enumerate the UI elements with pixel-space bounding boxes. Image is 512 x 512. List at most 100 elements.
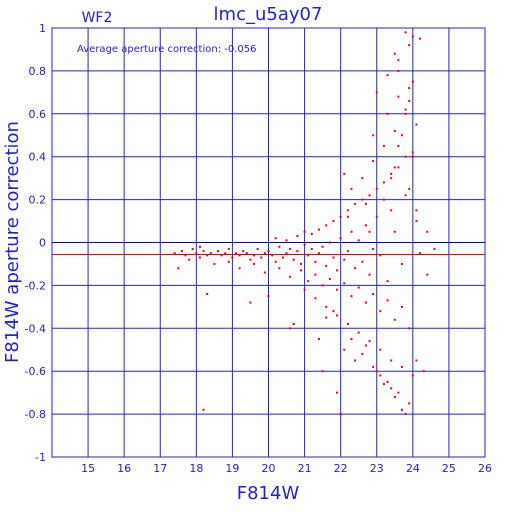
data-point	[318, 228, 321, 231]
data-point	[310, 232, 313, 235]
data-point	[361, 198, 364, 201]
data-point	[198, 245, 201, 248]
data-point	[419, 37, 422, 40]
data-point	[368, 230, 371, 233]
data-point	[364, 344, 367, 347]
data-point	[361, 353, 364, 356]
data-point	[390, 359, 393, 362]
data-point	[426, 273, 429, 276]
data-point	[357, 286, 360, 289]
data-point	[390, 209, 393, 212]
data-point	[231, 256, 234, 259]
data-point	[393, 318, 396, 321]
data-point	[267, 250, 270, 253]
x-tick-labels: 15 16 17 18 19 20 21 22 23 24 25 26	[81, 462, 492, 475]
data-point	[368, 194, 371, 197]
y-tick-label: 1	[39, 22, 46, 35]
data-point	[411, 35, 414, 38]
data-point	[325, 305, 328, 308]
data-point	[253, 254, 256, 257]
data-point	[379, 348, 382, 351]
data-point	[390, 177, 393, 180]
data-point	[336, 288, 339, 291]
data-point	[393, 52, 396, 55]
data-point	[354, 359, 357, 362]
data-point	[393, 166, 396, 169]
data-point	[271, 254, 274, 257]
data-point	[328, 277, 331, 280]
data-point	[202, 408, 205, 411]
data-point	[375, 91, 378, 94]
data-point	[408, 187, 411, 190]
data-point	[224, 252, 227, 255]
x-tick-label: 25	[442, 462, 456, 475]
annotation: Average aperture correction: -0.056	[77, 44, 257, 55]
data-point	[415, 209, 418, 212]
data-point	[386, 380, 389, 383]
data-point	[321, 284, 324, 287]
data-point	[390, 172, 393, 175]
data-point	[393, 230, 396, 233]
data-point	[397, 69, 400, 72]
data-point	[173, 252, 176, 255]
data-point	[249, 258, 252, 261]
data-point	[372, 365, 375, 368]
data-point	[213, 262, 216, 265]
data-point	[318, 252, 321, 255]
data-point	[206, 254, 209, 257]
y-tick-labels: -1 -0.8 -0.6 -0.4 -0.2 0 0.2 0.4 0.6 0.8 1	[25, 22, 46, 464]
data-point	[303, 288, 306, 291]
data-point	[361, 177, 364, 180]
data-point	[397, 144, 400, 147]
data-point	[404, 112, 407, 115]
data-point	[411, 151, 414, 154]
data-point	[386, 299, 389, 302]
data-point	[361, 260, 364, 263]
data-point	[372, 159, 375, 162]
data-point	[415, 359, 418, 362]
data-point	[411, 155, 414, 158]
x-tick-label: 15	[81, 462, 95, 475]
data-points	[173, 31, 436, 416]
data-point	[368, 340, 371, 343]
data-point	[260, 256, 263, 259]
data-point	[303, 243, 306, 246]
data-point	[346, 215, 349, 218]
plot-frame	[51, 27, 486, 458]
data-point	[227, 260, 230, 263]
data-point	[404, 31, 407, 34]
data-point	[364, 202, 367, 205]
data-point	[433, 247, 436, 250]
data-point	[415, 220, 418, 223]
data-point	[375, 215, 378, 218]
data-point	[382, 383, 385, 386]
data-point	[401, 305, 404, 308]
data-point	[310, 247, 313, 250]
data-point	[242, 250, 245, 253]
data-point	[202, 250, 205, 253]
x-tick-label: 22	[334, 462, 348, 475]
data-point	[289, 327, 292, 330]
data-point	[408, 44, 411, 47]
data-point	[216, 250, 219, 253]
y-tick-label: -0.2	[25, 279, 46, 292]
data-point	[401, 365, 404, 368]
y-tick-label: -0.6	[25, 365, 46, 378]
data-point	[263, 271, 266, 274]
data-point	[397, 95, 400, 98]
data-point	[411, 374, 414, 377]
data-point	[408, 327, 411, 330]
data-point	[299, 262, 302, 265]
data-point	[364, 224, 367, 227]
data-point	[177, 267, 180, 270]
data-point	[339, 413, 342, 416]
x-tick-label: 18	[189, 462, 203, 475]
data-point	[375, 187, 378, 190]
panel-label: WF2	[82, 10, 113, 26]
data-point	[379, 374, 382, 377]
data-point	[339, 237, 342, 240]
data-point	[364, 301, 367, 304]
data-point	[393, 129, 396, 132]
